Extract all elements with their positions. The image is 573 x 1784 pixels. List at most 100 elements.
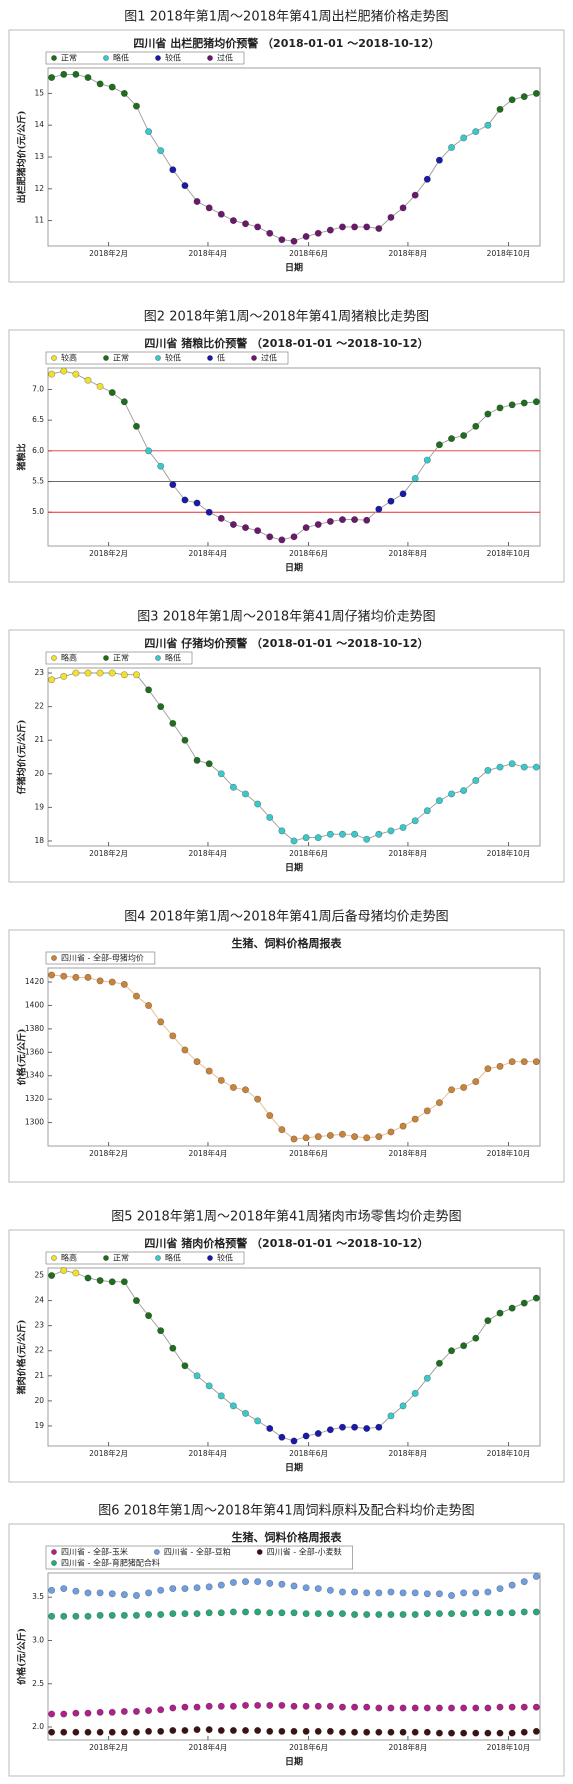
data-point [532,89,540,97]
data-point [229,521,237,529]
data-point [435,1099,443,1107]
data-point [181,736,189,744]
data-point [108,1590,116,1598]
x-tick-label: 2018年4月 [189,548,228,558]
data-point [278,1433,286,1441]
data-point [205,1609,213,1617]
data-point [411,1589,419,1597]
data-point [290,1437,298,1445]
legend-label: 正常 [113,654,129,663]
data-point [351,223,359,231]
data-point [472,422,480,430]
x-tick-label: 2018年10月 [487,1742,531,1752]
data-point [460,1610,468,1618]
data-point [435,1590,443,1598]
data-point [242,1409,250,1417]
data-point [520,93,528,101]
y-axis-label: 出栏肥猪均价(元/公斤) [16,111,28,204]
y-tick-label: 20 [34,769,44,778]
y-tick-label: 1420 [25,977,44,986]
x-axis-label: 日期 [285,862,303,874]
data-point [217,514,225,522]
x-tick-label: 2018年10月 [487,1148,531,1158]
data-point [60,672,68,680]
data-point [278,827,286,835]
legend-marker [207,355,213,361]
data-point [205,1726,213,1734]
data-point [448,1729,456,1737]
data-point [351,1728,359,1736]
x-tick-label: 2018年8月 [388,248,427,258]
x-tick-label: 2018年6月 [289,1742,328,1752]
data-point [72,1709,80,1717]
legend-marker [207,55,213,61]
data-point [157,1018,165,1026]
data-point [532,1703,540,1711]
data-point [448,1086,456,1094]
data-point [532,1608,540,1616]
data-point [169,1344,177,1352]
legend-marker [155,355,161,361]
data-point [266,1112,274,1120]
data-point [229,1702,237,1710]
data-point [399,490,407,498]
data-point [193,499,201,507]
data-point [205,1382,213,1390]
data-point [60,70,68,78]
data-point [169,719,177,727]
data-point [96,1611,104,1619]
data-point [60,367,68,375]
data-point [423,456,431,464]
data-point [181,1726,189,1734]
data-point [508,1304,516,1312]
data-point [96,1728,104,1736]
data-point [363,1611,371,1619]
data-point [254,1701,262,1709]
data-point [326,1702,334,1710]
data-point [387,497,395,505]
data-point [411,1611,419,1619]
data-point [399,204,407,212]
data-point [242,524,250,532]
data-point [387,1611,395,1619]
y-tick-label: 1300 [25,1118,44,1127]
chart-caption: 图1 2018年第1周～2018年第41周出栏肥猪价格走势图 [124,9,448,25]
legend-marker [51,1255,57,1261]
data-point [387,1728,395,1736]
y-tick-label: 3.0 [32,1635,44,1644]
data-point [387,213,395,221]
data-point [229,1402,237,1410]
legend-marker [103,55,109,61]
data-point [496,1609,504,1617]
data-point [48,74,56,82]
chart-caption: 图3 2018年第1周～2018年第41周仔猪均价走势图 [137,609,435,625]
y-tick-label: 24 [34,1296,44,1305]
data-point [60,1728,68,1736]
data-point [363,223,371,231]
data-point [532,1058,540,1066]
data-point [435,156,443,164]
data-point [435,1729,443,1737]
x-axis-label: 日期 [285,1756,303,1768]
y-axis-label: 猪肉价格(元/公斤) [16,1320,28,1396]
data-point [84,1274,92,1282]
data-point [326,1131,334,1139]
data-point [351,1423,359,1431]
data-point [302,1134,310,1142]
data-point [108,1611,116,1619]
y-tick-label: 23 [34,1321,44,1330]
data-point [472,1704,480,1712]
data-point [205,1067,213,1075]
data-point [217,1392,225,1400]
data-point [399,1122,407,1130]
data-point [48,1728,56,1736]
data-point [448,1610,456,1618]
data-point [48,1272,56,1280]
data-point [532,763,540,771]
data-point [157,1706,165,1714]
data-point [338,1703,346,1711]
chart-caption: 图6 2018年第1周～2018年第41周饲料原料及配合料均价走势图 [98,1503,474,1519]
data-point [278,1701,286,1709]
y-tick-label: 5.5 [32,477,44,486]
